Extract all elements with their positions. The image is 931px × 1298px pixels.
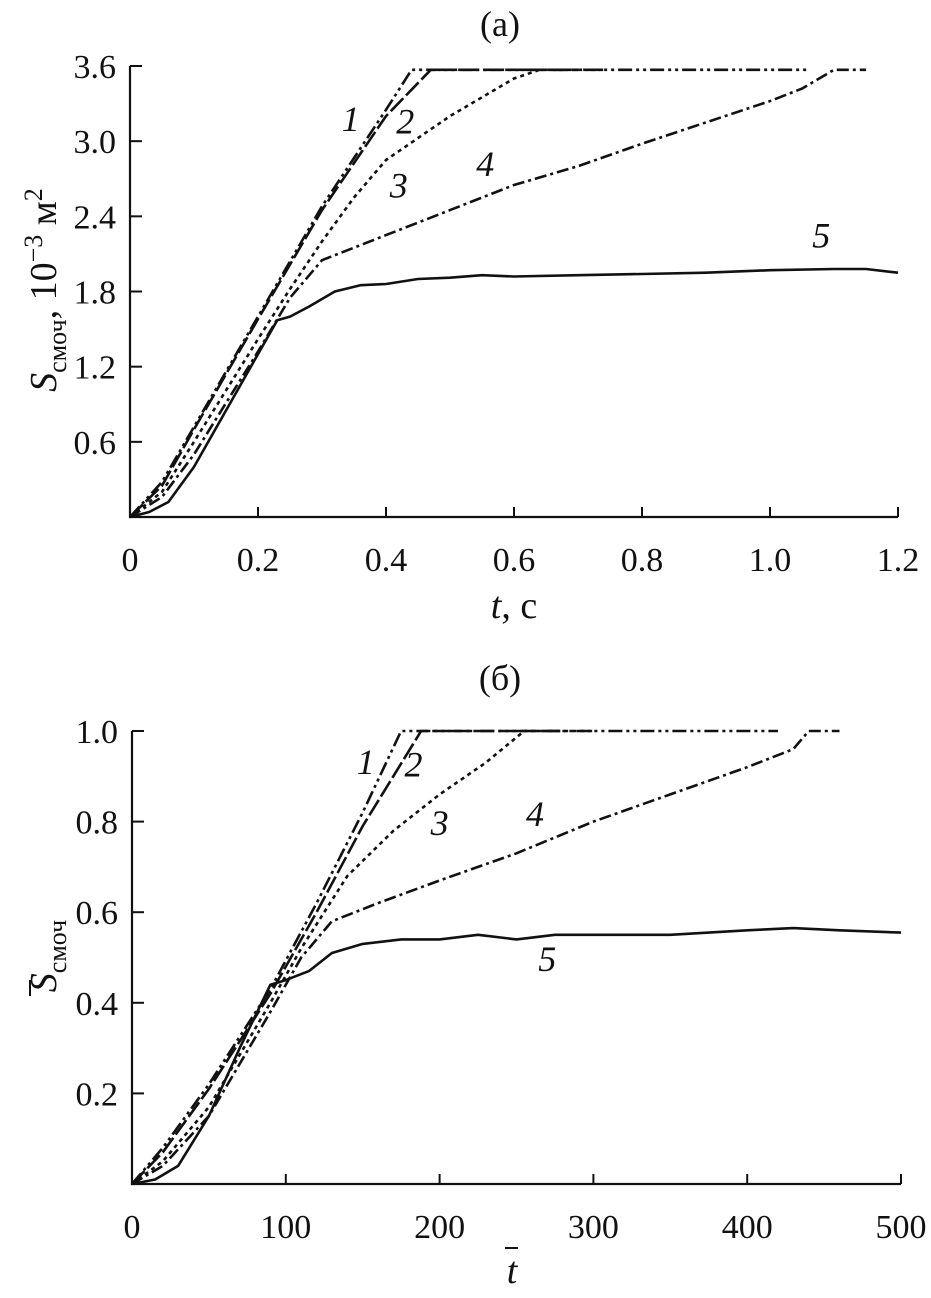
curve-5 — [131, 926, 902, 1186]
curve-4 — [129, 68, 866, 519]
x-tick-label: 300 — [568, 1209, 619, 1246]
curve-label-1: 1 — [357, 742, 375, 782]
curve-label-1: 1 — [342, 99, 360, 139]
y-tick-label: 1.8 — [74, 275, 117, 312]
panel-b-curves — [131, 729, 902, 1186]
panel-a-x-var: t — [491, 585, 503, 627]
x-tick-label: 0.2 — [237, 542, 280, 579]
y-tick-label: 0.6 — [74, 425, 117, 462]
panel-b-axes — [130, 731, 901, 1186]
panel-b: (б) 0 100 200 300 400 500 0.2 0.4 0.6 0.8 1.0 1 23 4… — [23, 658, 927, 1292]
y-tick-label: 3.0 — [74, 124, 117, 161]
panel-a-y-axis-label: Sсмоч, 10−3 м2 — [19, 188, 72, 392]
x-tick-label: 0.6 — [493, 542, 536, 579]
panel-a-y-sub: смоч — [43, 319, 72, 372]
x-tick-label: 400 — [722, 1209, 773, 1246]
panel-b-ticks: 0 100 200 300 400 500 0.2 0.4 0.6 0.8 1.0 — [76, 714, 927, 1246]
panel-b-x-axis-label: t — [507, 1250, 519, 1292]
panel-a-axes — [128, 66, 898, 519]
panel-a-x-axis-label: t, с — [491, 585, 537, 627]
panel-b-title: (б) — [479, 658, 521, 698]
curve-label-3: 3 — [430, 803, 449, 843]
x-tick-label: 1.2 — [877, 542, 920, 579]
panel-b-y-var: S — [23, 973, 65, 992]
curve-label-3: 3 — [389, 166, 408, 206]
curve-1 — [131, 729, 778, 1185]
y-tick-label: 1.0 — [76, 714, 119, 751]
panel-b-curve-labels: 1 23 4 5 — [357, 742, 556, 979]
curve-5 — [129, 267, 899, 519]
x-tick-label: 0.8 — [621, 542, 664, 579]
panel-a-curves — [129, 68, 899, 519]
x-tick-label: 1.0 — [749, 542, 792, 579]
x-tick-label: 0 — [122, 542, 139, 579]
y-tick-label: 3.6 — [74, 49, 117, 86]
curve-3 — [129, 68, 604, 519]
curve-2 — [131, 729, 563, 1185]
y-tick-label: 0.4 — [76, 986, 119, 1023]
curve-label-5: 5 — [812, 216, 830, 256]
panel-b-y-axis-label: Sсмоч — [23, 920, 72, 992]
panel-a-y-var: S — [23, 373, 65, 392]
panel-a-x-unit: , с — [501, 585, 537, 627]
panel-a-curve-labels: 1 2 3 4 5 — [342, 99, 830, 256]
curve-label-2: 2 — [404, 744, 422, 784]
panel-a-title: (a) — [480, 4, 520, 44]
x-tick-label: 500 — [876, 1209, 927, 1246]
curve-label-4: 4 — [476, 144, 494, 184]
y-tick-label: 0.6 — [76, 895, 119, 932]
panel-a-y-exp: −3 — [19, 235, 48, 263]
x-tick-label: 0.4 — [365, 542, 408, 579]
curve-label-4: 4 — [526, 794, 544, 834]
curve-1 — [129, 68, 809, 518]
curve-label-2: 2 — [396, 102, 414, 142]
panel-b-x-var: t — [507, 1250, 519, 1292]
panel-a-y-unit: , 10 — [23, 262, 65, 319]
panel-a-y-unit2: м — [23, 201, 65, 235]
panel-b-y-sub: смоч — [43, 920, 72, 973]
y-tick-label: 0.8 — [76, 805, 119, 842]
x-tick-label: 100 — [260, 1209, 311, 1246]
panel-a-y-unit2-exp: 2 — [19, 188, 48, 201]
curve-2 — [129, 68, 578, 518]
x-tick-label: 0 — [124, 1209, 141, 1246]
curve-3 — [131, 729, 594, 1186]
curve-4 — [131, 729, 840, 1186]
curve-label-5: 5 — [538, 939, 556, 979]
y-tick-label: 0.2 — [76, 1076, 119, 1113]
panel-a: (a) 0 0.2 0.4 0.6 0.8 1.0 1.2 0.6 1.2 1.8 2.4 3.0 3.… — [19, 4, 919, 627]
x-tick-label: 200 — [414, 1209, 465, 1246]
y-tick-label: 2.4 — [74, 199, 117, 236]
panel-a-ticks: 0 0.2 0.4 0.6 0.8 1.0 1.2 0.6 1.2 1.8 2.4 3.0 3.6 — [74, 49, 920, 579]
y-tick-label: 1.2 — [74, 350, 117, 387]
